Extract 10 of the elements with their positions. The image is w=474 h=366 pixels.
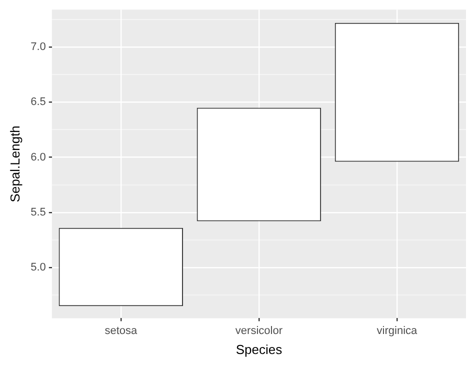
x-tick-label: versicolor — [235, 324, 283, 337]
y-tick-label: 6.5 — [30, 96, 46, 108]
y-axis-title: Sepal.Length — [7, 126, 22, 202]
x-tick-label: setosa — [104, 324, 138, 337]
y-tick-label: 6.0 — [30, 151, 46, 164]
x-tick-label: virginica — [376, 324, 418, 337]
x-axis-title: Species — [236, 342, 283, 357]
y-tick-label: 5.5 — [30, 206, 46, 218]
y-tick-label: 5.0 — [30, 262, 46, 274]
y-tick-label: 7.0 — [30, 41, 46, 54]
